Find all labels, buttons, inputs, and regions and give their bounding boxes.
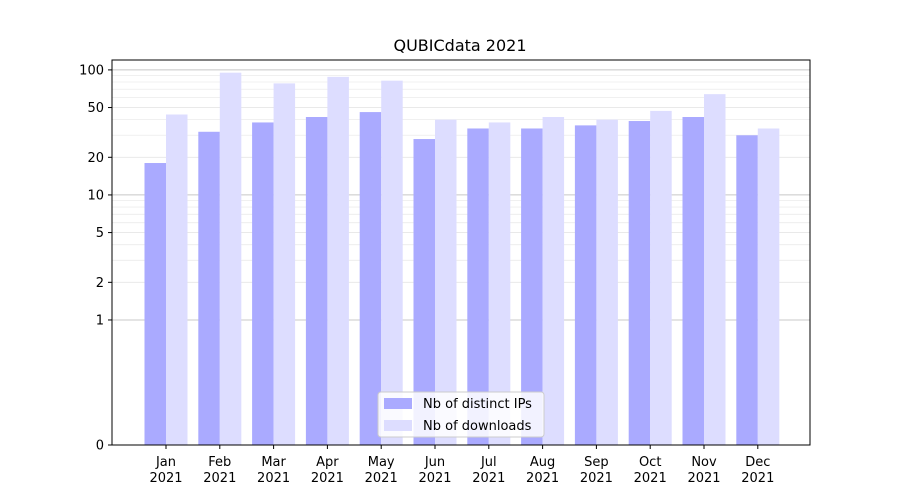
bar-distinct-ips [521,128,543,445]
x-tick-label-year: 2021 [687,471,720,486]
bar-distinct-ips [198,131,220,445]
x-tick-label-month: Dec [745,455,770,470]
bar-downloads [435,119,457,446]
x-tick-label-year: 2021 [257,471,290,486]
bar-distinct-ips [413,139,435,445]
bars [144,72,780,446]
x-tick-label-year: 2021 [203,471,236,486]
x-tick-label-year: 2021 [580,471,613,486]
x-tick-label-year: 2021 [149,471,182,486]
y-tick-label: 10 [87,188,104,203]
x-tick-label-month: Nov [691,455,717,470]
x-tick-label-month: Jun [424,455,445,470]
bar-downloads [381,80,403,445]
legend-label: Nb of downloads [423,419,532,434]
bar-downloads [650,110,672,445]
bar-distinct-ips [467,128,489,445]
x-tick-label-month: Feb [208,455,231,470]
x-tick-label-month: Aug [530,455,555,470]
y-tick-label: 100 [79,63,104,78]
x-tick-label-year: 2021 [418,471,451,486]
bar-downloads [542,117,565,445]
bar-downloads [757,128,780,445]
x-tick-label-year: 2021 [311,471,344,486]
legend-box [377,391,545,438]
bar-distinct-ips [736,135,758,445]
y-tick-label: 1 [96,313,104,328]
x-tick-label-month: Apr [316,455,339,470]
y-tick-label: 0 [96,439,104,454]
y-axis: 0 1 2 5 10 20 50 100 [79,63,112,454]
chart-title: QUBICdata 2021 [393,36,526,55]
legend-swatch [384,398,412,409]
y-tick-label: 50 [87,101,104,116]
bar-distinct-ips [305,117,328,445]
x-tick-label-month: Sep [584,455,609,470]
legend: Nb of distinct IPs Nb of downloads [377,391,545,438]
x-tick-label-year: 2021 [741,471,774,486]
bar-distinct-ips [574,125,597,445]
y-tick-label: 20 [87,151,104,166]
bar-downloads [273,83,296,445]
bar-downloads [596,119,618,446]
bar-downloads [219,72,242,445]
x-tick-label-month: May [368,455,395,470]
x-tick-label-month: Mar [261,455,286,470]
x-tick-label-month: Jan [155,455,176,470]
y-tick-label: 5 [96,226,104,241]
bar-downloads [704,94,726,446]
x-tick-label-year: 2021 [472,471,505,486]
x-tick-label-year: 2021 [365,471,398,486]
bar-distinct-ips [359,112,382,445]
x-tick-label-year: 2021 [526,471,559,486]
bar-distinct-ips [252,122,274,445]
x-axis: Jan2021Feb2021Mar2021Apr2021May2021Jun20… [149,445,774,486]
legend-swatch [384,420,412,431]
bar-downloads [488,122,511,445]
x-tick-label-month: Jul [480,455,497,470]
bar-downloads [327,76,349,445]
bar-distinct-ips [682,117,704,445]
bar-downloads [166,114,188,445]
x-tick-label-year: 2021 [634,471,667,486]
plot-frame [111,59,811,446]
bar-distinct-ips [144,163,166,445]
bar-distinct-ips [628,121,651,446]
legend-label: Nb of distinct IPs [423,397,532,412]
y-tick-label: 2 [96,276,104,291]
x-tick-label-month: Oct [639,455,661,470]
